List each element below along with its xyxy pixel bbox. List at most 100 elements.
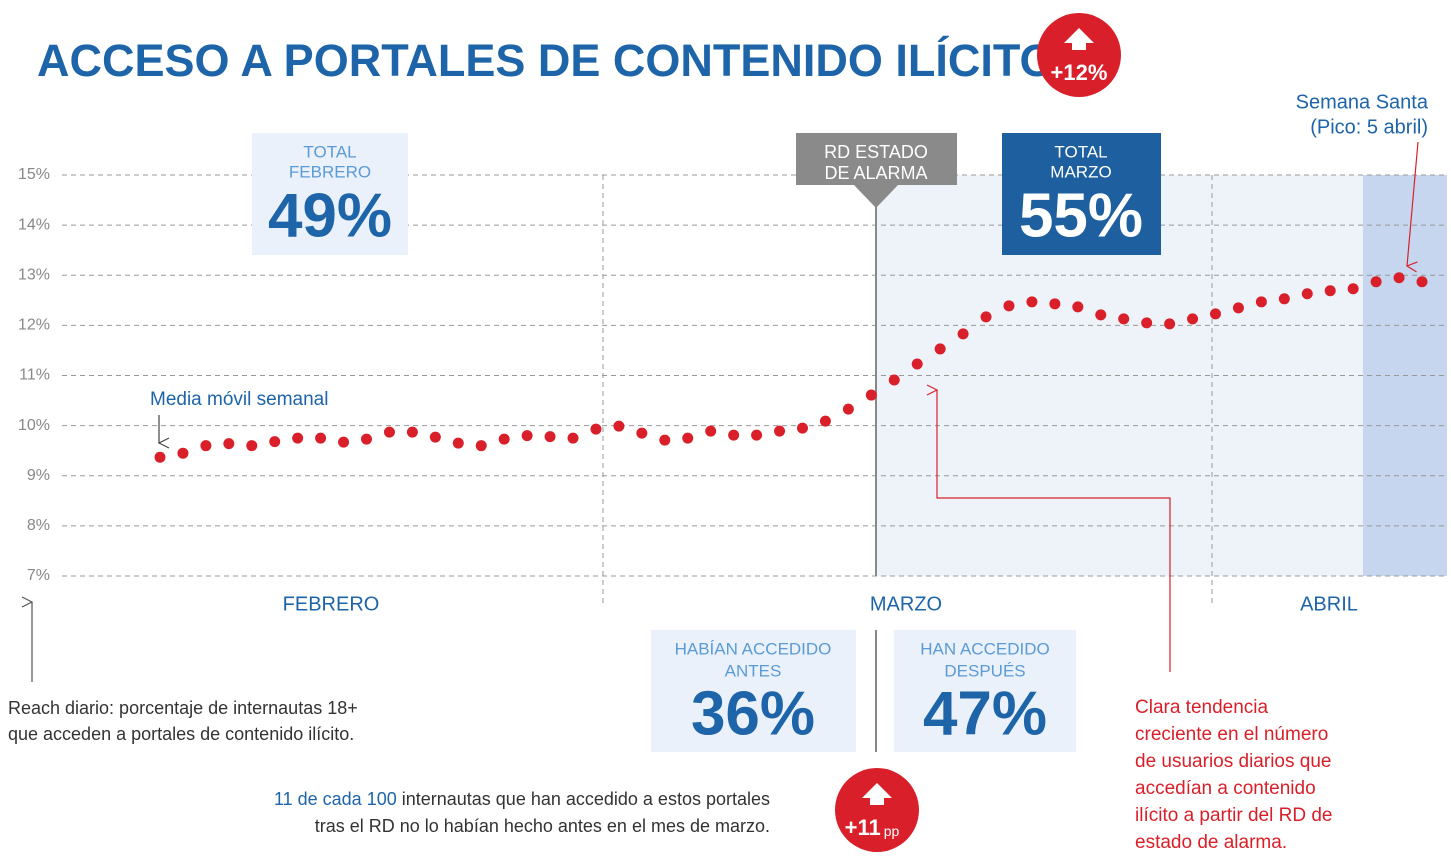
dot <box>177 447 189 459</box>
y-tick-label: 13% <box>18 266 50 283</box>
dot <box>521 430 533 442</box>
dot <box>1255 296 1267 308</box>
rd-label: DE ALARMA <box>824 163 927 183</box>
trend-text: estado de alarma. <box>1135 832 1287 853</box>
dot <box>796 422 808 434</box>
dot <box>682 432 694 444</box>
dot <box>1095 309 1107 321</box>
rd-label: RD ESTADO <box>824 142 928 162</box>
y-tick-label: 11% <box>19 367 50 384</box>
dot <box>934 343 946 355</box>
dot <box>842 403 854 415</box>
dot <box>1324 285 1336 297</box>
y-tick-label: 8% <box>27 517 50 534</box>
dot <box>429 431 441 443</box>
dot <box>980 311 992 323</box>
dot <box>315 432 327 444</box>
dot <box>200 440 212 452</box>
box-value: 36% <box>691 679 815 748</box>
dot <box>292 432 304 444</box>
dot <box>1164 318 1176 330</box>
dot <box>1187 313 1199 325</box>
month-label: ABRIL <box>1300 593 1358 615</box>
box-label: FEBRERO <box>289 162 371 181</box>
dot <box>1072 301 1084 313</box>
badge-text: +12% <box>1051 60 1108 85</box>
box-label: ANTES <box>725 661 782 680</box>
y-tick-label: 14% <box>18 216 50 233</box>
box-label: TOTAL <box>303 142 356 161</box>
rd-box <box>796 133 957 208</box>
box-label: DESPUÉS <box>944 661 1025 680</box>
y-tick-label: 9% <box>27 467 50 484</box>
box-label: HABÍAN ACCEDIDO <box>675 639 832 658</box>
box-value: 55% <box>1019 181 1143 250</box>
dot <box>246 440 258 452</box>
dot <box>338 436 350 448</box>
box-label: HAN ACCEDIDO <box>920 639 1049 658</box>
badge: +11 pp <box>835 768 919 852</box>
title: ACCESO A PORTALES DE CONTENIDO ILÍCITO <box>37 35 1055 86</box>
dot <box>498 433 510 445</box>
y-tick-label: 15% <box>18 166 50 183</box>
y-tick-label: 7% <box>27 567 50 584</box>
dot <box>1209 308 1221 320</box>
dot <box>957 328 969 340</box>
box <box>894 630 1076 752</box>
box-value: 47% <box>923 679 1047 748</box>
dot <box>1232 302 1244 314</box>
dot <box>1141 317 1153 329</box>
dot <box>1301 288 1313 300</box>
svg-text:11 de cada 100 internautas que: 11 de cada 100 internautas que han acced… <box>274 789 770 809</box>
note: tras el RD no lo habían hecho antes en e… <box>315 816 770 836</box>
note: internautas que han accedido a estos por… <box>397 789 770 809</box>
dot <box>452 437 464 449</box>
dot <box>1049 298 1061 310</box>
box <box>252 133 408 255</box>
dot <box>223 438 235 450</box>
box-value: 49% <box>268 181 392 250</box>
box <box>1002 133 1161 255</box>
dot <box>544 431 556 443</box>
dot <box>1118 313 1130 325</box>
dot <box>1003 300 1015 312</box>
dot <box>1393 272 1405 284</box>
dot <box>659 434 671 446</box>
annotation: Media móvil semanal <box>150 389 328 410</box>
trend-text: accedían a contenido <box>1135 778 1316 799</box>
box-label: MARZO <box>1050 162 1111 181</box>
caption: que acceden a portales de contenido ilíc… <box>8 724 354 744</box>
dot <box>1370 276 1382 288</box>
dot <box>1416 276 1428 288</box>
dot <box>1347 283 1359 295</box>
dot <box>269 436 281 448</box>
dot <box>475 440 487 452</box>
trend-text: ilícito a partir del RD de <box>1135 805 1332 826</box>
dot <box>636 427 648 439</box>
dot <box>613 420 625 432</box>
dot <box>728 429 740 441</box>
annotation: (Pico: 5 abril) <box>1310 116 1428 138</box>
badge: +12% <box>1037 13 1121 97</box>
dot <box>865 389 877 401</box>
y-tick-label: 12% <box>18 317 50 334</box>
arrow <box>1407 141 1419 266</box>
dot <box>1278 293 1290 305</box>
dot <box>911 358 923 370</box>
trend-text: creciente en el número <box>1135 724 1328 745</box>
trend-text: Clara tendencia <box>1135 697 1269 718</box>
box-label: TOTAL <box>1054 142 1107 161</box>
dot <box>1026 296 1038 308</box>
caption: Reach diario: porcentaje de internautas … <box>8 698 358 718</box>
dot <box>751 429 763 441</box>
dot <box>819 415 831 427</box>
dot <box>361 433 373 445</box>
badge-unit: pp <box>884 823 900 839</box>
annotation: Semana Santa <box>1296 91 1429 113</box>
month-label: FEBRERO <box>283 593 380 615</box>
dot <box>154 451 166 463</box>
dot <box>590 423 602 435</box>
dot <box>406 426 418 438</box>
